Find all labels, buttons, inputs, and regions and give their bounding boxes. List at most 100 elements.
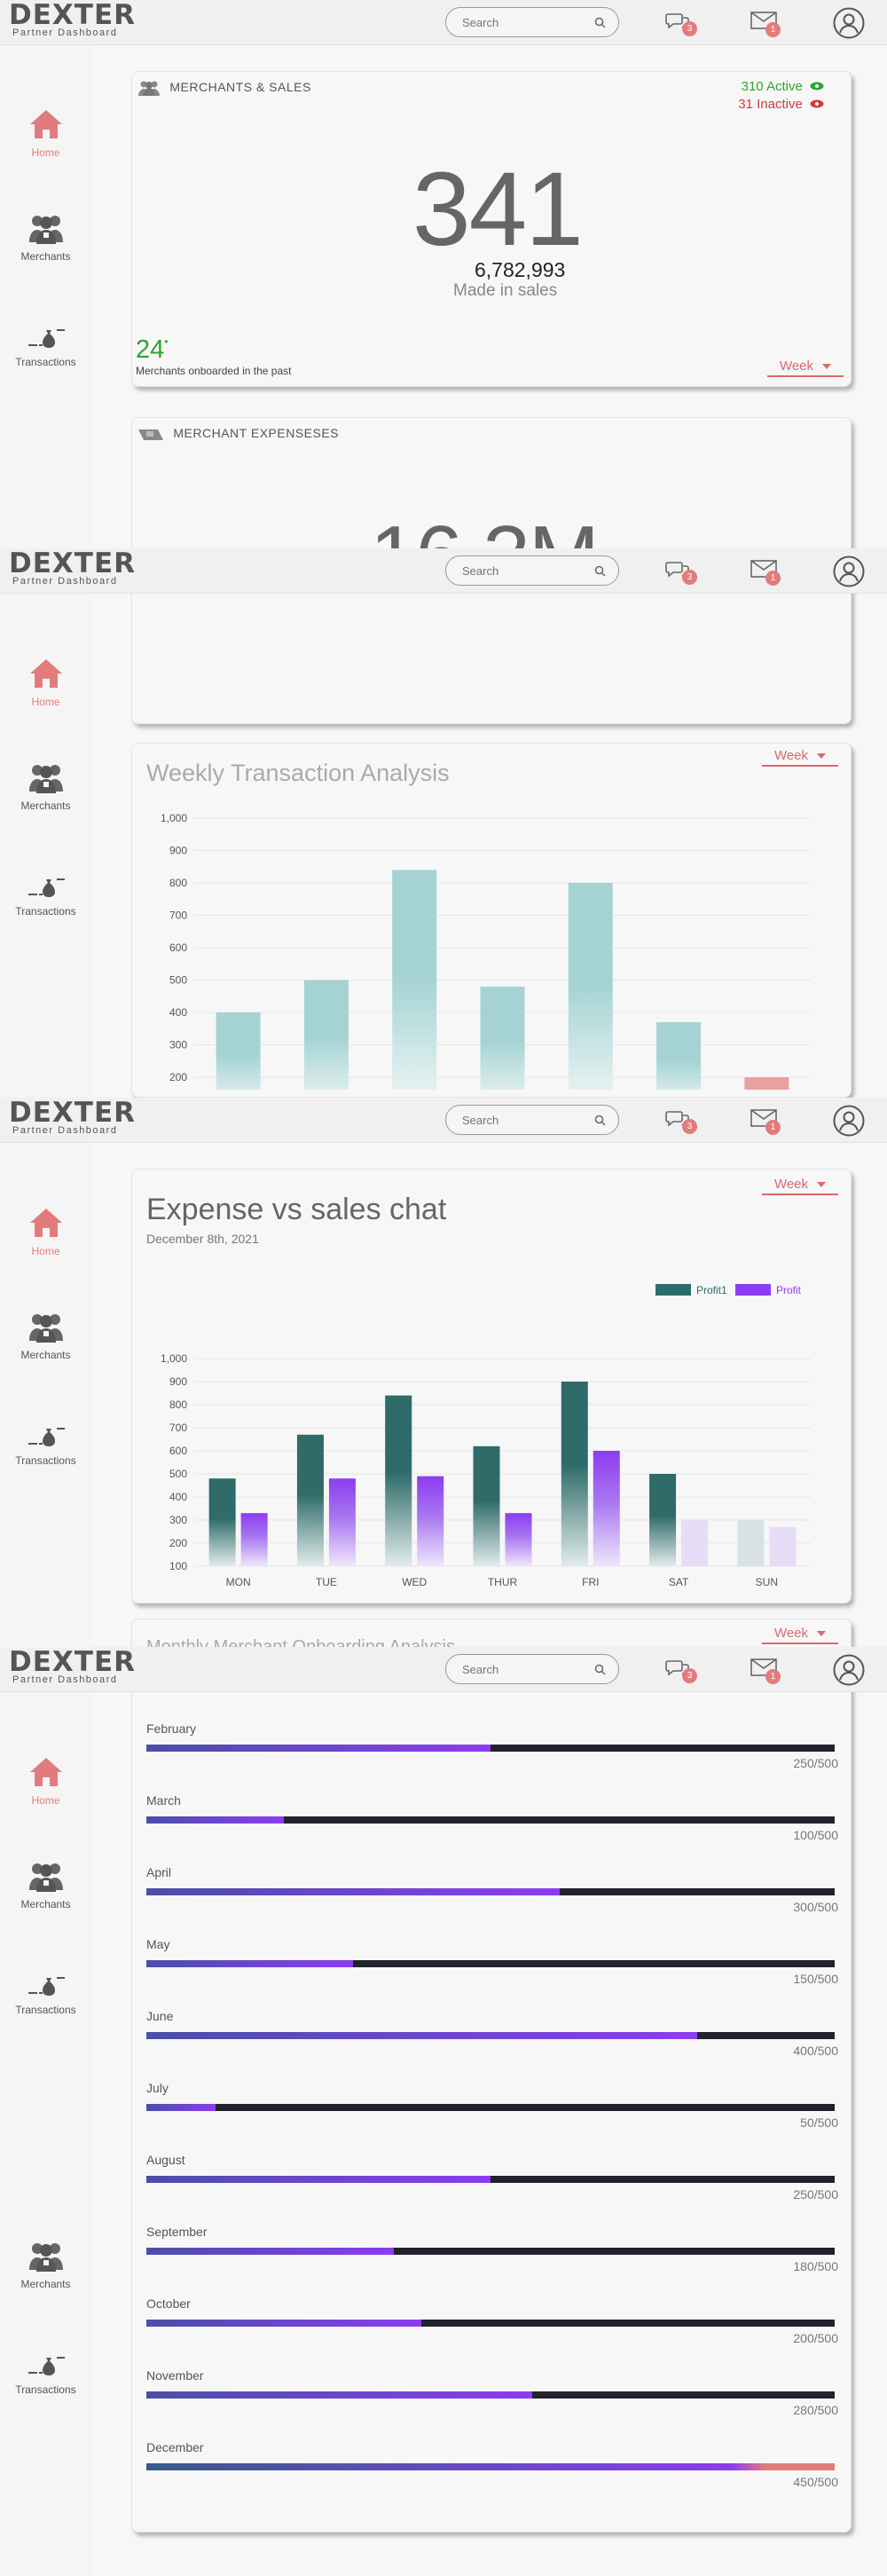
month-label: February	[146, 1721, 197, 1736]
month-progress-fill	[146, 1816, 285, 1824]
messages-button[interactable]: 1	[750, 11, 781, 37]
merchant-expenses-title: MERCHANT EXPENSESES	[173, 426, 340, 440]
logo[interactable]: DEXTER Partner Dashboard	[9, 1, 136, 38]
search-input[interactable]	[462, 1663, 586, 1676]
month-value: 250/500	[793, 2187, 838, 2202]
chevron-down-icon	[822, 364, 832, 370]
user-avatar-button[interactable]	[833, 555, 865, 587]
y-tick-label: 700	[169, 1422, 187, 1434]
mail-icon	[750, 12, 777, 29]
sidebar-item-merchants[interactable]: Merchants	[0, 1862, 91, 1910]
period-dropdown[interactable]: Week	[762, 1626, 838, 1644]
bar-profit1	[473, 1446, 500, 1566]
mail-icon	[750, 560, 777, 578]
notifications-button[interactable]: 3	[665, 559, 697, 585]
messages-button[interactable]: 1	[750, 559, 781, 586]
logo[interactable]: DEXTER Partner Dashboard	[9, 549, 136, 587]
y-tick-label: 800	[169, 877, 187, 889]
month-progress-fill	[146, 2176, 491, 2183]
month-value: 150/500	[793, 1972, 838, 1986]
sidebar-item-home[interactable]: Home	[0, 1756, 91, 1807]
bar-profit	[593, 1451, 620, 1566]
y-tick-label: 300	[169, 1514, 187, 1526]
sales-value: 6,782,993	[475, 258, 566, 281]
sidebar-item-transactions[interactable]: Transactions	[0, 1974, 91, 2016]
search-icon[interactable]	[594, 1115, 606, 1126]
notification-badge: 3	[682, 21, 697, 36]
search-box[interactable]	[445, 1105, 619, 1135]
expense-vs-sales-card: Expense vs sales chat December 8th, 2021…	[131, 1169, 852, 1603]
search-input[interactable]	[462, 16, 586, 29]
user-avatar-button[interactable]	[833, 1105, 865, 1137]
bar-profit1	[385, 1395, 412, 1566]
search-icon[interactable]	[594, 565, 606, 577]
search-input[interactable]	[462, 564, 586, 578]
expense-title: Expense vs sales chat	[146, 1193, 447, 1226]
sidebar-item-merchants[interactable]: Merchants	[0, 1312, 91, 1361]
notification-badge: 3	[682, 570, 697, 585]
search-icon[interactable]	[594, 1664, 606, 1675]
legend-swatch	[655, 1284, 691, 1296]
bar-profit	[505, 1513, 532, 1566]
search-box[interactable]	[445, 7, 619, 37]
user-avatar-button[interactable]	[833, 7, 865, 39]
search-input[interactable]	[462, 1114, 586, 1127]
messages-button[interactable]: 1	[750, 1108, 781, 1135]
sidebar-item-merchants[interactable]: Merchants	[0, 2241, 91, 2290]
search-box[interactable]	[445, 555, 619, 586]
logo[interactable]: DEXTER Partner Dashboard	[9, 1099, 136, 1136]
message-badge: 1	[765, 1669, 781, 1684]
y-tick-label: 100	[169, 1560, 187, 1572]
x-tick-label: FRI	[582, 1576, 599, 1588]
sidebar	[0, 0, 91, 2576]
sidebar-item-label: Home	[31, 1794, 60, 1807]
search-icon[interactable]	[594, 17, 606, 28]
month-progress-track	[146, 2463, 835, 2470]
x-tick-label: SAT	[669, 1576, 689, 1588]
sidebar-item-merchants[interactable]: Merchants	[0, 763, 91, 812]
bar-profit1	[737, 1520, 765, 1566]
sidebar-item-label: Merchants	[20, 1349, 71, 1361]
sidebar-item-home[interactable]: Home	[0, 1207, 91, 1257]
sidebar-item-home[interactable]: Home	[0, 658, 91, 708]
period-dropdown[interactable]: Week	[762, 1177, 838, 1195]
sidebar-item-label: Transactions	[15, 2383, 76, 2396]
y-tick-label: 1,000	[161, 1352, 187, 1365]
mail-icon	[750, 1109, 777, 1127]
y-tick-label: 600	[169, 1445, 187, 1457]
search-box[interactable]	[445, 1654, 619, 1684]
month-progress-track	[146, 1816, 835, 1824]
month-progress-track	[146, 2320, 835, 2327]
y-tick-label: 600	[169, 941, 187, 954]
sidebar-item-transactions[interactable]: Transactions	[0, 1425, 91, 1467]
sidebar-item-merchants[interactable]: Merchants	[0, 214, 91, 263]
sidebar-item-label: Merchants	[20, 2278, 71, 2290]
sidebar-item-transactions[interactable]: Transactions	[0, 876, 91, 918]
message-badge: 1	[765, 571, 781, 586]
month-value: 200/500	[793, 2331, 838, 2345]
eye-icon	[810, 82, 824, 91]
period-dropdown[interactable]: Week	[762, 748, 838, 767]
notification-badge: 3	[682, 1119, 697, 1134]
sales-caption: Made in sales	[453, 281, 558, 300]
cash-icon	[138, 429, 163, 441]
bar-profit1	[561, 1382, 588, 1566]
notifications-button[interactable]: 3	[665, 1108, 697, 1134]
notifications-button[interactable]: 3	[665, 11, 697, 36]
sidebar-item-transactions[interactable]: Transactions	[0, 327, 91, 368]
top-header: DEXTER Partner Dashboard 3 1	[0, 0, 887, 45]
notifications-button[interactable]: 3	[665, 1658, 697, 1683]
logo[interactable]: DEXTER Partner Dashboard	[9, 1648, 136, 1685]
sidebar-item-transactions[interactable]: Transactions	[0, 2354, 91, 2396]
sidebar-item-label: Transactions	[15, 356, 76, 368]
top-header: DEXTER Partner Dashboard 3 1	[0, 1647, 887, 1692]
user-avatar-button[interactable]	[833, 1654, 865, 1686]
x-tick-label: MON	[226, 1576, 251, 1588]
period-dropdown[interactable]: Week	[767, 358, 844, 377]
sidebar-item-home[interactable]: Home	[0, 108, 91, 159]
x-tick-label: TUE	[316, 1576, 337, 1588]
bar	[392, 870, 437, 1090]
x-tick-label: THUR	[488, 1576, 518, 1588]
merchants-sales-title: MERCHANTS & SALES	[169, 80, 311, 94]
messages-button[interactable]: 1	[750, 1658, 781, 1684]
